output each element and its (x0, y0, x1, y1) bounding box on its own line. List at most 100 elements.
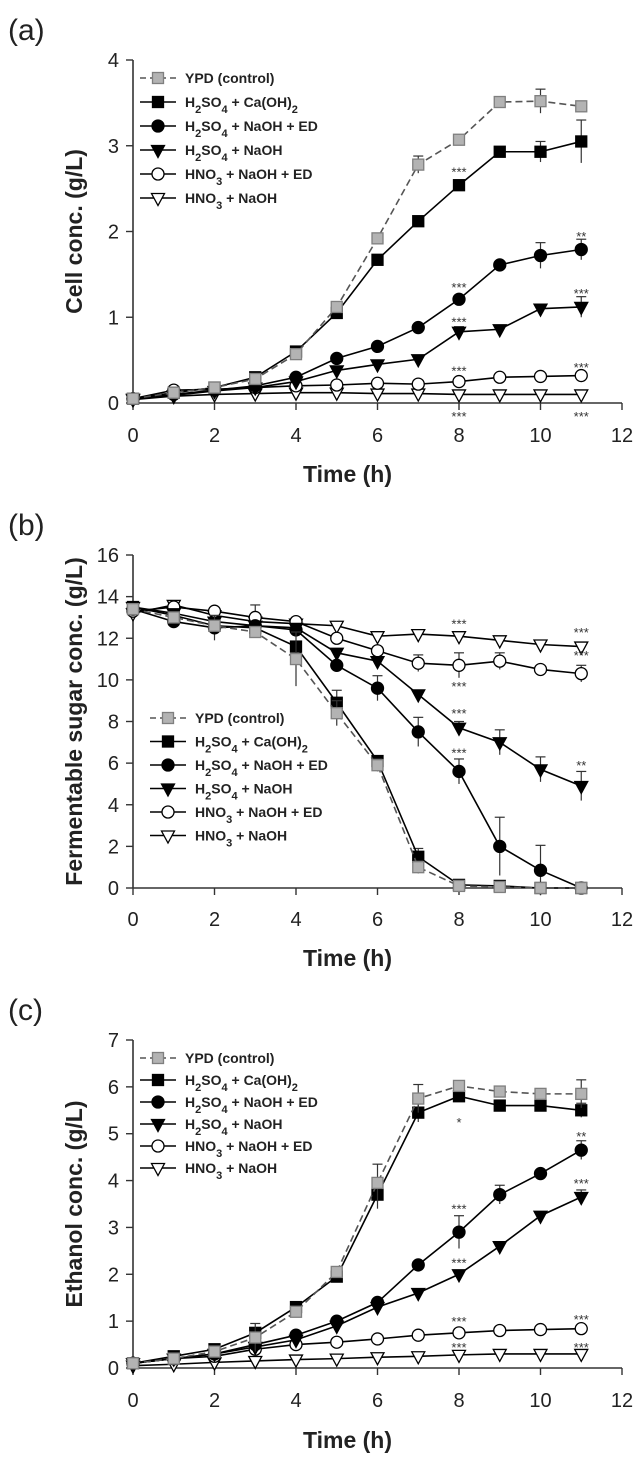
data-point (532, 389, 549, 404)
data-point (493, 370, 507, 384)
legend-marker (150, 144, 166, 159)
data-point (573, 389, 589, 404)
significance-label: *** (574, 409, 589, 424)
data-point (534, 145, 547, 158)
data-point (532, 1348, 549, 1363)
data-point (330, 658, 344, 672)
data-point (532, 764, 549, 779)
data-point (208, 381, 221, 394)
y-tick-label: 7 (108, 1030, 119, 1052)
series-line (132, 100, 582, 400)
series-line (132, 606, 582, 675)
data-point (452, 179, 466, 192)
data-point (289, 652, 303, 666)
legend-marker (151, 119, 165, 133)
x-tick-label: 6 (372, 1390, 383, 1412)
significance-label: *** (451, 363, 466, 378)
legend-marker (160, 783, 176, 798)
x-tick-label: 10 (529, 1390, 551, 1412)
data-point (369, 655, 386, 671)
data-point (126, 392, 140, 405)
data-point (534, 1087, 547, 1101)
y-tick-label: 4 (108, 795, 119, 817)
series-line (132, 1085, 582, 1365)
significance-label: *** (574, 625, 589, 640)
data-point (330, 1335, 344, 1349)
data-point (410, 628, 426, 643)
data-point (492, 324, 508, 339)
x-tick-label: 4 (290, 425, 301, 447)
data-point (452, 1225, 466, 1239)
y-tick-label: 3 (108, 1217, 119, 1239)
series-2 (126, 602, 588, 896)
data-point (330, 1314, 344, 1328)
significance-label: *** (451, 617, 466, 632)
data-point (451, 1349, 467, 1364)
data-point (493, 145, 506, 158)
data-point (533, 662, 548, 677)
data-point (289, 1328, 303, 1342)
data-point (410, 1287, 426, 1302)
data-point (410, 1351, 426, 1366)
legend-marker (150, 192, 166, 207)
y-tick-label: 10 (97, 670, 119, 692)
legend-entry: YPD (control) (195, 710, 284, 726)
data-point (410, 689, 426, 704)
x-axis-title: Time (h) (303, 1427, 392, 1453)
data-point (371, 253, 384, 266)
x-tick-label: 10 (529, 909, 551, 931)
data-point (493, 95, 506, 109)
significance-label: *** (451, 706, 466, 721)
series-line (132, 1196, 582, 1365)
data-point (289, 347, 303, 361)
data-point (411, 725, 425, 739)
legend-entry: H2SO4 + NaOH + ED (185, 118, 318, 140)
data-point (451, 326, 467, 341)
panel-label: (c) (8, 994, 43, 1027)
data-point (412, 861, 425, 874)
data-point (493, 880, 506, 894)
data-point (452, 374, 466, 389)
x-tick-label: 4 (290, 1390, 301, 1412)
significance-label: *** (451, 746, 466, 761)
series-line (132, 306, 582, 400)
data-point (493, 1187, 507, 1202)
x-tick-label: 8 (453, 909, 464, 931)
data-point (574, 1143, 588, 1157)
y-tick-label: 0 (108, 878, 119, 900)
significance-label: *** (574, 1340, 589, 1355)
data-point (492, 1241, 508, 1256)
significance-label: *** (451, 280, 466, 295)
significance-label: *** (451, 1202, 466, 1217)
data-point (533, 248, 548, 263)
legend-marker (160, 830, 176, 845)
x-axis-title: Time (h) (303, 945, 392, 971)
x-axis-title: Time (h) (303, 461, 392, 487)
legend-marker (151, 1073, 165, 1087)
significance-label: *** (451, 409, 466, 424)
data-point (167, 386, 180, 399)
x-tick-label: 10 (529, 425, 551, 447)
data-point (411, 656, 425, 670)
data-point (249, 1331, 262, 1344)
y-tick-label: 1 (108, 307, 119, 329)
data-point (369, 388, 386, 403)
data-point (289, 370, 303, 384)
data-point (492, 389, 508, 404)
legend-entry: HNO3 + NaOH + ED (195, 804, 323, 826)
legend-entry: H2SO4 + NaOH (195, 781, 292, 803)
data-point (573, 641, 589, 656)
x-tick-label: 8 (453, 425, 464, 447)
data-point (329, 620, 345, 635)
data-point (534, 1099, 547, 1112)
legend-entry: HNO3 + NaOH (185, 1160, 277, 1182)
data-point (370, 1332, 385, 1346)
data-point (574, 368, 588, 383)
x-tick-label: 2 (209, 909, 220, 931)
legend-entry: YPD (control) (185, 70, 274, 86)
legend-marker (161, 758, 175, 772)
data-point (492, 1348, 508, 1363)
data-point (126, 602, 140, 616)
series-0 (126, 602, 588, 895)
